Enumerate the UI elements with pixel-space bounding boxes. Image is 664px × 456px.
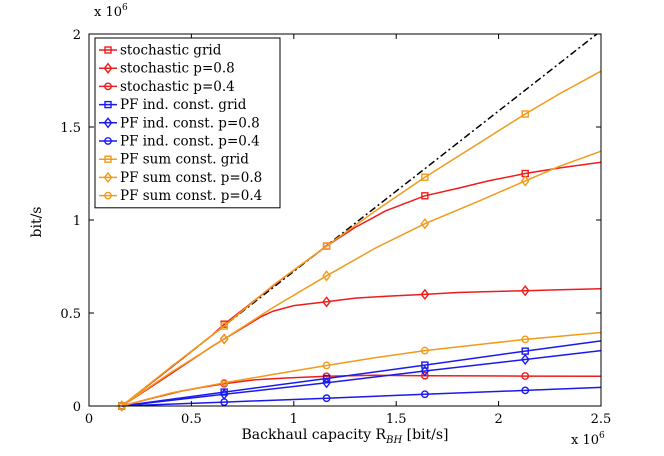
data-point-pf-sum-const-grid (220, 322, 228, 330)
data-point-pf-sum-const-p-0-4 (220, 378, 229, 387)
series-line-pf-ind-const-p-0-4 (121, 386, 602, 407)
x-tick-label: 2 (494, 412, 502, 427)
legend-marker (103, 117, 113, 129)
x-tick-label: 0 (85, 412, 93, 427)
y-tick-label: 0.5 (60, 307, 81, 322)
series-line-pf-ind-const-grid (121, 340, 602, 407)
legend-entry-pf-ind-const-grid: PF ind. const. grid (99, 97, 247, 113)
legend-entry-pf-sum-const-grid: PF sum const. grid (99, 152, 249, 168)
y-tick-label: 1 (73, 214, 81, 229)
data-point-pf-ind-const-p-0-4 (322, 394, 331, 403)
data-point-pf-sum-const-p-0-4 (420, 346, 429, 355)
legend-label: PF sum const. p=0.4 (120, 188, 262, 204)
legend-label: stochastic grid (120, 43, 222, 59)
x-axis-title-sub: BH (385, 435, 402, 446)
legend-label: PF ind. const. grid (120, 97, 247, 113)
x-axis-title-unit: [bit/s] (402, 427, 448, 443)
legend-entry-pf-ind-const-p-0-8: PF ind. const. p=0.8 (99, 115, 260, 131)
data-point-pf-sum-const-p-0-4 (322, 361, 331, 370)
data-point-stochastic-grid (421, 192, 429, 200)
x-multiplier-base: x 10 (571, 433, 599, 448)
y-multiplier: x 106 (94, 3, 128, 20)
data-point-pf-ind-const-p-0-4 (420, 390, 429, 399)
legend-marker (104, 100, 112, 109)
legend-entry-pf-sum-const-p-0-4: PF sum const. p=0.4 (99, 188, 262, 204)
data-point-stochastic-p-0-4 (420, 371, 429, 380)
legend-marker (104, 82, 112, 91)
legend-label: PF sum const. p=0.8 (120, 170, 262, 186)
legend-marker (103, 62, 113, 74)
x-tick-label: 0.5 (181, 412, 202, 427)
y-axis-title: bit/s (29, 207, 45, 238)
data-point-pf-sum-const-p-0-8 (322, 270, 331, 282)
legend-entry-pf-sum-const-p-0-8: PF sum const. p=0.8 (99, 170, 262, 186)
legend-marker (104, 155, 112, 163)
data-point-stochastic-p-0-4 (521, 372, 530, 380)
data-point-pf-ind-const-p-0-4 (521, 386, 530, 395)
data-point-pf-sum-const-grid (322, 242, 331, 250)
data-point-pf-ind-const-grid (322, 374, 331, 383)
data-point-stochastic-p-0-8 (322, 296, 331, 308)
axis-ticks: 0 0.5 1 1.5 2 2.5 0 0.5 1 1.5 2 (60, 28, 611, 427)
data-point-pf-sum-const-p-0-8 (520, 175, 530, 187)
y-multiplier-exp: 6 (122, 3, 128, 13)
legend-label: PF ind. const. p=0.8 (120, 115, 260, 131)
legend-marker (104, 191, 112, 200)
x-axis-title: Backhaul capacity RBH [bit/s] (241, 427, 448, 446)
data-point-stochastic-p-0-8 (520, 285, 530, 297)
x-axis-title-main: Backhaul capacity R (241, 427, 386, 443)
legend-marker (104, 46, 112, 54)
data-point-pf-sum-const-p-0-8 (219, 333, 229, 345)
legend-marker (103, 171, 113, 184)
data-point-stochastic-p-0-8 (420, 288, 430, 301)
legend-label: stochastic p=0.8 (120, 61, 235, 77)
data-point-pf-sum-const-p-0-4 (521, 335, 530, 344)
y-tick-label: 1.5 (60, 121, 81, 136)
legend-label: PF ind. const. p=0.4 (120, 134, 260, 150)
x-tick-label: 1.5 (386, 412, 407, 427)
legend-label: PF sum const. grid (120, 152, 249, 168)
y-multiplier-base: x 10 (94, 5, 122, 20)
data-point-pf-ind-const-grid (421, 361, 429, 369)
data-point-pf-ind-const-p-0-8 (420, 365, 430, 377)
data-point-pf-sum-const-p-0-8 (420, 218, 430, 230)
data-point-pf-ind-const-p-0-8 (520, 353, 530, 366)
data-point-pf-ind-const-p-0-8 (322, 377, 331, 389)
series-line-pf-sum-const-p-0-8 (121, 150, 602, 407)
series-line-pf-sum-const-grid (121, 70, 602, 407)
x-tick-label: 1 (290, 412, 298, 427)
data-point-pf-sum-const-grid (521, 110, 529, 118)
series-line-pf-ind-const-p-0-8 (121, 349, 602, 407)
legend-entry-stochastic-p-0-8: stochastic p=0.8 (99, 61, 235, 77)
legend-entry-pf-ind-const-p-0-4: PF ind. const. p=0.4 (99, 134, 260, 150)
series-line-pf-sum-const-p-0-4 (121, 331, 602, 407)
legend-marker (104, 137, 112, 145)
x-tick-label: 2.5 (591, 412, 612, 427)
data-point-pf-sum-const-grid (421, 173, 429, 181)
x-multiplier-exp: 6 (599, 431, 605, 441)
y-tick-label: 2 (73, 28, 81, 43)
legend-entry-stochastic-p-0-4: stochastic p=0.4 (99, 79, 235, 95)
series-layer (117, 70, 602, 412)
series-pf-sum-const-p-0-4 (117, 331, 602, 410)
legend-label: stochastic p=0.4 (120, 79, 235, 95)
legend-entry-stochastic-grid: stochastic grid (99, 43, 222, 59)
x-multiplier: x 106 (571, 431, 605, 448)
y-tick-label: 0 (73, 400, 81, 415)
legend: stochastic grid stochastic p=0.8 stochasti… (94, 37, 281, 209)
data-point-pf-ind-const-p-0-4 (220, 398, 229, 406)
legend-box (94, 37, 281, 209)
